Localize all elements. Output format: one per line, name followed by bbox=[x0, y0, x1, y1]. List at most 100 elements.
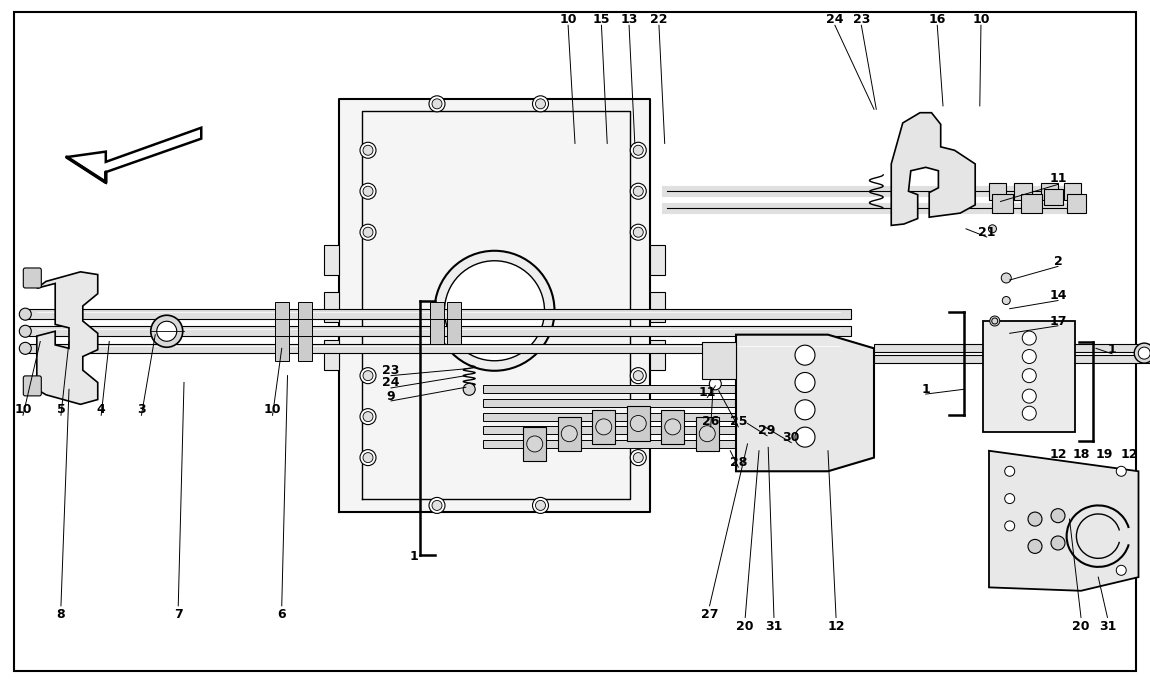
Circle shape bbox=[1028, 540, 1042, 553]
Circle shape bbox=[432, 99, 442, 109]
Bar bbox=[1067, 194, 1086, 213]
Bar bbox=[275, 319, 289, 344]
Circle shape bbox=[527, 436, 543, 452]
Polygon shape bbox=[983, 321, 1075, 432]
Text: 24: 24 bbox=[382, 376, 400, 389]
Circle shape bbox=[630, 183, 646, 199]
Text: 10: 10 bbox=[263, 403, 282, 417]
Circle shape bbox=[363, 227, 373, 237]
Circle shape bbox=[990, 316, 999, 326]
Circle shape bbox=[1022, 331, 1036, 345]
Circle shape bbox=[795, 372, 815, 393]
Circle shape bbox=[1022, 389, 1036, 403]
FancyBboxPatch shape bbox=[23, 376, 41, 396]
Circle shape bbox=[630, 224, 646, 240]
Circle shape bbox=[1051, 509, 1065, 522]
Circle shape bbox=[1022, 369, 1036, 382]
Text: 20: 20 bbox=[736, 619, 754, 633]
Bar bbox=[483, 426, 782, 434]
Text: 27: 27 bbox=[700, 608, 719, 622]
Circle shape bbox=[360, 224, 376, 240]
Circle shape bbox=[363, 453, 373, 462]
Circle shape bbox=[989, 225, 996, 233]
Text: 9: 9 bbox=[386, 389, 396, 403]
Text: 17: 17 bbox=[1049, 314, 1067, 328]
Text: 13: 13 bbox=[620, 13, 638, 27]
Bar bbox=[483, 385, 782, 393]
Text: 31: 31 bbox=[765, 619, 783, 633]
Circle shape bbox=[360, 367, 376, 384]
Text: 12: 12 bbox=[827, 619, 845, 633]
Circle shape bbox=[795, 400, 815, 420]
Bar bbox=[298, 319, 312, 344]
Bar bbox=[298, 336, 312, 361]
Text: 29: 29 bbox=[758, 423, 776, 437]
Bar bbox=[483, 440, 782, 448]
Circle shape bbox=[363, 145, 373, 155]
Text: 26: 26 bbox=[702, 415, 720, 428]
Text: 7: 7 bbox=[174, 608, 183, 622]
Text: 10: 10 bbox=[14, 403, 32, 417]
Circle shape bbox=[795, 345, 815, 365]
Circle shape bbox=[1003, 296, 1010, 305]
Bar bbox=[275, 302, 289, 326]
Circle shape bbox=[432, 501, 442, 510]
Bar bbox=[627, 406, 650, 441]
Circle shape bbox=[1022, 350, 1036, 363]
Bar bbox=[324, 245, 339, 275]
Circle shape bbox=[1051, 536, 1065, 550]
Bar bbox=[430, 319, 444, 344]
Circle shape bbox=[360, 183, 376, 199]
Text: 19: 19 bbox=[1095, 447, 1113, 461]
Circle shape bbox=[699, 426, 715, 442]
Bar bbox=[1014, 183, 1032, 200]
Bar bbox=[650, 292, 665, 322]
Circle shape bbox=[360, 449, 376, 466]
Circle shape bbox=[532, 497, 549, 514]
Bar bbox=[483, 399, 782, 407]
Text: 16: 16 bbox=[928, 13, 946, 27]
Circle shape bbox=[1002, 273, 1011, 283]
Bar bbox=[992, 194, 1013, 213]
Circle shape bbox=[532, 96, 549, 112]
Circle shape bbox=[630, 449, 646, 466]
Polygon shape bbox=[339, 99, 650, 512]
Text: 23: 23 bbox=[382, 363, 400, 377]
Circle shape bbox=[634, 186, 643, 196]
Bar bbox=[1021, 194, 1042, 213]
Circle shape bbox=[634, 412, 643, 421]
Bar bbox=[1044, 189, 1063, 205]
Circle shape bbox=[151, 316, 183, 347]
Text: 25: 25 bbox=[729, 415, 748, 428]
Circle shape bbox=[630, 367, 646, 384]
Bar bbox=[430, 302, 444, 326]
Text: 24: 24 bbox=[826, 13, 844, 27]
Circle shape bbox=[710, 378, 721, 390]
Text: 12: 12 bbox=[1049, 447, 1067, 461]
Circle shape bbox=[991, 318, 998, 324]
Text: 1: 1 bbox=[409, 550, 419, 563]
Bar bbox=[650, 340, 665, 370]
Text: 10: 10 bbox=[559, 13, 577, 27]
Circle shape bbox=[435, 251, 554, 371]
Circle shape bbox=[596, 419, 612, 435]
Bar bbox=[661, 410, 684, 444]
Circle shape bbox=[1028, 512, 1042, 526]
Bar bbox=[275, 336, 289, 361]
Circle shape bbox=[536, 99, 545, 109]
Bar bbox=[1041, 183, 1058, 200]
Circle shape bbox=[363, 371, 373, 380]
Bar bbox=[25, 309, 851, 319]
FancyBboxPatch shape bbox=[23, 268, 41, 288]
Text: 8: 8 bbox=[56, 608, 66, 622]
Text: 5: 5 bbox=[56, 403, 66, 417]
Text: 4: 4 bbox=[97, 403, 106, 417]
Text: 3: 3 bbox=[137, 403, 146, 417]
Circle shape bbox=[630, 142, 646, 158]
Circle shape bbox=[1117, 466, 1126, 476]
Polygon shape bbox=[989, 451, 1138, 591]
Text: 6: 6 bbox=[277, 608, 286, 622]
Circle shape bbox=[634, 371, 643, 380]
Circle shape bbox=[1138, 347, 1150, 359]
Polygon shape bbox=[37, 272, 98, 404]
